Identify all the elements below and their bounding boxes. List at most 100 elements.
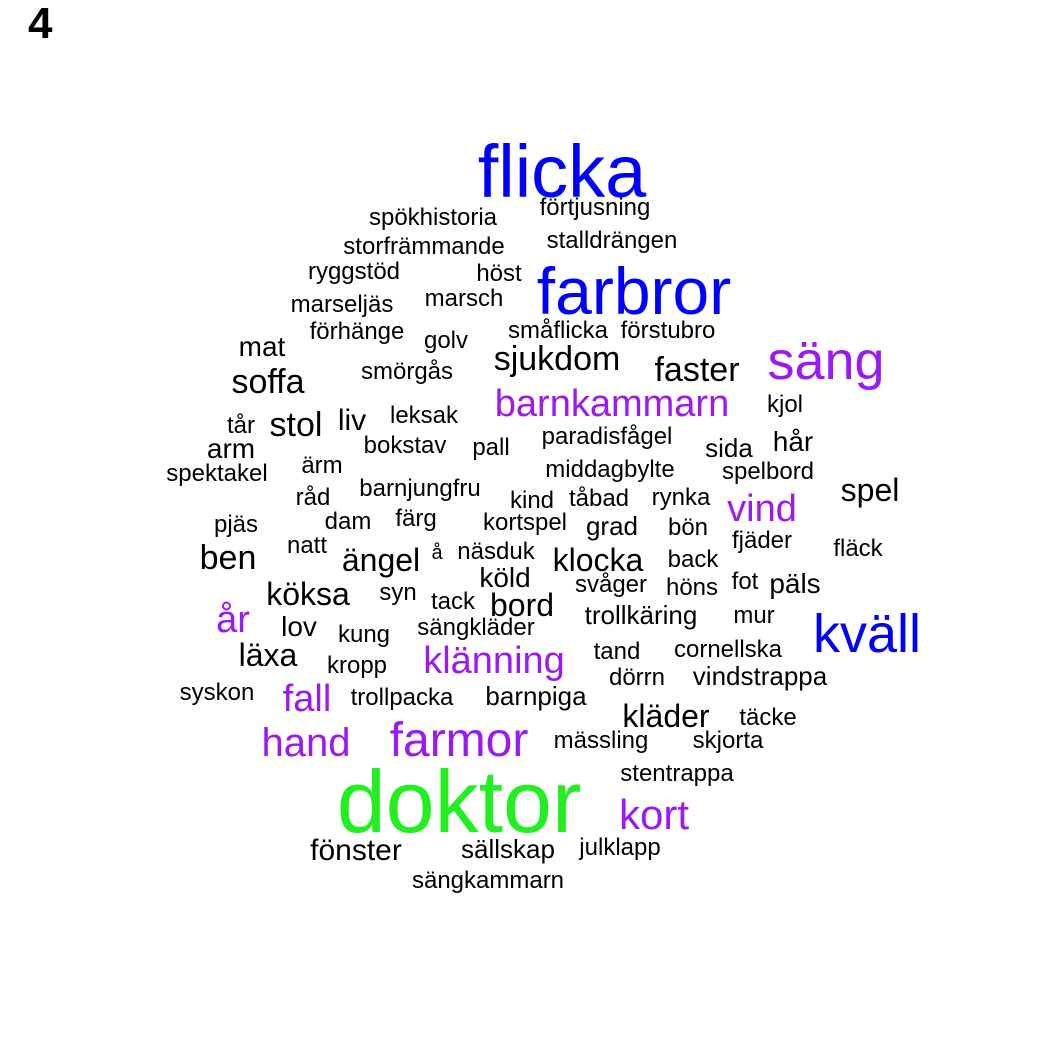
word-dorrn: dörrn (608, 664, 666, 691)
word-barnkammarn: barnkammarn (494, 383, 730, 425)
word-hons: höns (665, 574, 719, 601)
word-tack: tack (430, 588, 476, 615)
word-spel: spel (840, 472, 900, 508)
word-natt: natt (286, 532, 328, 559)
word-liv: liv (337, 404, 367, 437)
word-storframmande: storfrämmande (343, 233, 505, 260)
word-host: höst (476, 260, 522, 287)
word-kold: köld (479, 562, 531, 593)
word-har: hår (772, 426, 814, 457)
word-dam: dam (324, 508, 372, 535)
word-flack: fläck (833, 535, 883, 562)
word-sang: säng (767, 331, 885, 391)
word-bord: bord (489, 587, 555, 623)
word-golv: golv (423, 327, 469, 354)
word-sangkammarn: sängkammarn (411, 867, 565, 894)
word-soffa: soffa (231, 363, 305, 401)
word-smorgas: smörgås (360, 358, 454, 385)
word-middagbylte: middagbylte (545, 456, 675, 483)
word-ar: år (216, 599, 250, 641)
word-kvall: kväll (812, 604, 922, 664)
word-fot: fot (731, 568, 759, 595)
word-spokhistoria: spökhistoria (368, 204, 498, 231)
word-sjukdom: sjukdom (493, 340, 621, 378)
word-rynka: rynka (651, 484, 711, 511)
word-farbror: farbror (536, 254, 732, 328)
word-doktor: doktor (336, 752, 582, 851)
word-stentrappa: stentrappa (620, 760, 734, 787)
word-kind: kind (509, 487, 555, 514)
word-laxa: läxa (238, 637, 298, 673)
word-trollpacka: trollpacka (350, 684, 454, 711)
word-arm: arm (206, 433, 256, 464)
word-kortspel: kortspel (482, 509, 568, 536)
word-klocka: klocka (552, 542, 644, 578)
word-kropp: kropp (326, 652, 388, 679)
word-back: back (667, 546, 719, 573)
word-barnjungfru: barnjungfru (359, 475, 481, 502)
word-lov: lov (281, 611, 317, 642)
word-forhange: förhänge (309, 318, 405, 345)
word-farg: färg (395, 505, 437, 532)
word-koksa: köksa (266, 576, 350, 612)
word-mat: mat (238, 331, 286, 362)
word-pall: pall (472, 434, 510, 461)
word-rad: råd (295, 484, 331, 511)
panel-label: 4 (28, 0, 53, 48)
word-ben: ben (199, 539, 257, 577)
word-paradisfagel: paradisfågel (541, 423, 673, 450)
word-faster: faster (654, 351, 740, 389)
word-vindstrappa: vindstrappa (692, 661, 828, 691)
word-hand: hand (261, 721, 351, 765)
word-skjorta: skjorta (692, 727, 764, 754)
word-kort: kort (618, 791, 690, 838)
word-syskon: syskon (179, 679, 255, 706)
word-bon: bön (667, 514, 709, 541)
word-fall: fall (282, 678, 332, 720)
word-pjas: pjäs (213, 511, 259, 538)
word-stol: stol (269, 406, 323, 444)
word-tacke: täcke (739, 704, 797, 731)
word-vind: vind (727, 488, 797, 530)
word-farmor: farmor (389, 714, 529, 767)
word-tabad: tåbad (568, 485, 630, 512)
word-fortjusning: förtjusning (539, 194, 651, 221)
word-kung: kung (337, 621, 391, 648)
word-marseljas: marseljäs (290, 291, 394, 318)
word-tand: tand (593, 638, 641, 665)
word-tar: tår (226, 412, 256, 439)
word-massling: mässling (553, 727, 649, 754)
word-klader: kläder (622, 698, 710, 734)
word-trollkaring: trollkäring (584, 600, 698, 630)
word-nasduk: näsduk (457, 538, 535, 565)
word-sallskap: sällskap (461, 834, 555, 864)
word-spelbord: spelbord (721, 458, 815, 485)
word-fjader: fjäder (731, 527, 793, 554)
word-bokstav: bokstav (363, 432, 447, 459)
word-fonster: fönster (310, 834, 402, 867)
word-pals: päls (769, 568, 821, 599)
word-kjol: kjol (766, 391, 804, 418)
word-smaflicka: småflicka (507, 317, 609, 344)
word-a: å (431, 542, 443, 564)
word-klanning: klänning (423, 640, 565, 682)
word-barnpiga: barnpiga (485, 681, 587, 711)
word-svager: svåger (574, 571, 648, 598)
word-mur: mur (733, 602, 775, 629)
word-leksak: leksak (389, 402, 459, 429)
word-syn: syn (379, 579, 417, 606)
word-marsch: marsch (424, 285, 504, 312)
word-stalldrangen: stalldrängen (546, 227, 678, 254)
word-angel: ängel (341, 542, 421, 578)
word-grad: grad (585, 511, 639, 541)
word-sida: sida (705, 433, 753, 463)
word-sangklader: sängkläder (417, 614, 535, 641)
word-cornellska: cornellska (673, 636, 783, 663)
word-arm: ärm (301, 452, 343, 479)
word-spektakel: spektakel (166, 460, 268, 487)
word-ryggstod: ryggstöd (307, 258, 401, 285)
word-forstubro: förstubro (620, 317, 716, 344)
word-julklapp: julklapp (579, 834, 661, 861)
word-flicka: flicka (477, 130, 647, 213)
